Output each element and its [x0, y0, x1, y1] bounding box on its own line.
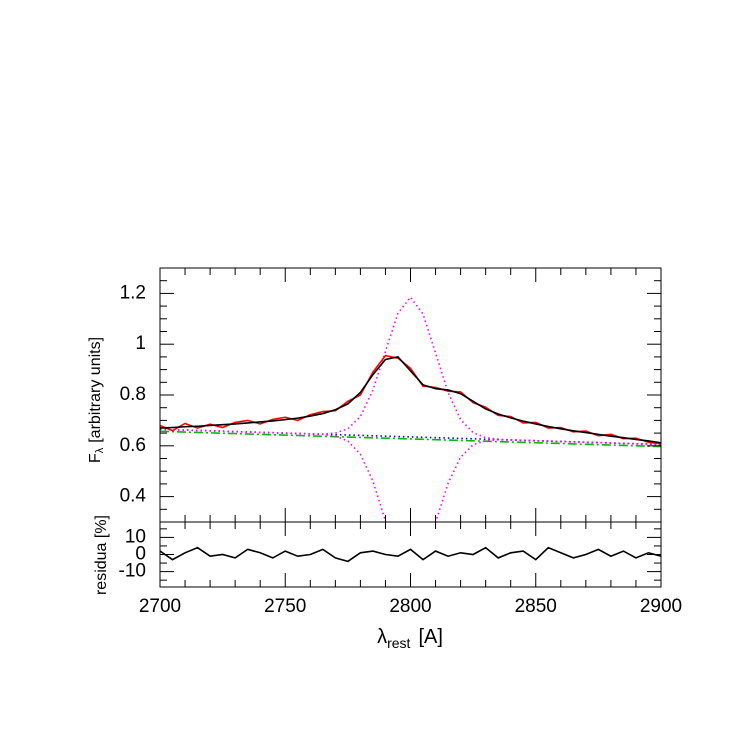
- x-tick-label: 2700: [139, 596, 181, 617]
- axes: [159, 521, 662, 588]
- plot-area: [160, 546, 661, 563]
- residual-axis-label: residua [%]: [93, 515, 110, 595]
- x-label-rest: [A]: [418, 626, 442, 648]
- x-label-main: λ: [377, 626, 387, 648]
- x-tick-label: 2750: [264, 596, 306, 617]
- y-tick-label: 1.2: [120, 282, 146, 303]
- y-tick-label: -10: [119, 561, 146, 582]
- x-label-sub: rest: [387, 635, 410, 651]
- x-tick-label: 2900: [640, 596, 682, 617]
- y-tick-label: 1: [135, 333, 146, 354]
- y-axis-label: Fλ [arbitrary units]: [87, 337, 106, 463]
- y-tick-label: 0.6: [120, 435, 146, 456]
- x-tick-label: 2850: [515, 596, 557, 617]
- y-tick-label: 0: [135, 544, 146, 565]
- frame: [159, 267, 662, 523]
- plot-area: [160, 295, 661, 522]
- series-line: [160, 354, 661, 445]
- x-axis-label: λrest [A]: [377, 626, 443, 650]
- y-tick-label: 0.4: [120, 486, 147, 507]
- x-tick-label: 2800: [389, 596, 431, 617]
- y-label-rest: [arbitrary units]: [87, 337, 104, 443]
- y-label-sub: λ: [94, 447, 106, 453]
- y-tick-label: 0.8: [120, 384, 146, 405]
- axes: [159, 267, 662, 523]
- y-tick-label: 10: [125, 526, 146, 547]
- y-label-main: F: [87, 453, 104, 463]
- series-line: [160, 356, 661, 444]
- series-line: [160, 430, 661, 448]
- series-line: [160, 546, 661, 563]
